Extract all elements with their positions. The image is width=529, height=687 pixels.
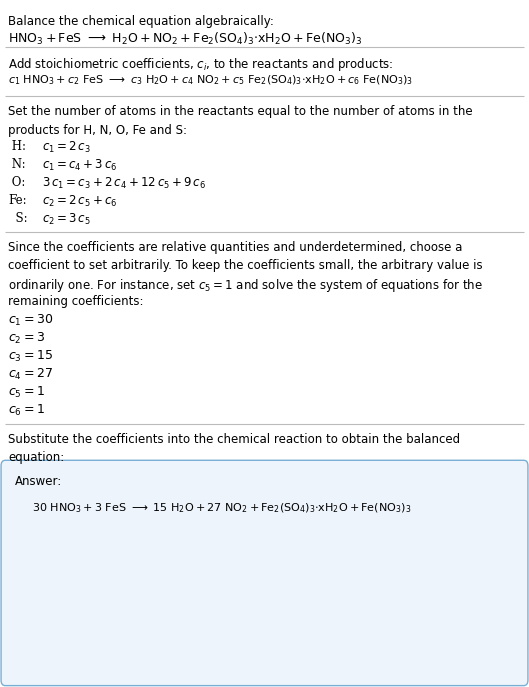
Text: O:: O:	[8, 176, 25, 189]
FancyBboxPatch shape	[1, 460, 528, 686]
Text: $c_1\ \mathrm{HNO_3} + c_2\ \mathrm{FeS} \ \longrightarrow \ c_3\ \mathrm{H_2O} : $c_1\ \mathrm{HNO_3} + c_2\ \mathrm{FeS}…	[8, 74, 413, 87]
Text: $c_2 = 3$: $c_2 = 3$	[8, 331, 45, 346]
Text: S:: S:	[8, 212, 28, 225]
Text: Set the number of atoms in the reactants equal to the number of atoms in the: Set the number of atoms in the reactants…	[8, 105, 472, 118]
Text: Since the coefficients are relative quantities and underdetermined, choose a: Since the coefficients are relative quan…	[8, 241, 462, 254]
Text: N:: N:	[8, 158, 25, 171]
Text: Balance the chemical equation algebraically:: Balance the chemical equation algebraica…	[8, 15, 274, 28]
Text: remaining coefficients:: remaining coefficients:	[8, 295, 143, 308]
Text: $c_4 = 27$: $c_4 = 27$	[8, 367, 53, 382]
Text: Fe:: Fe:	[8, 194, 26, 207]
Text: $3\,c_1 = c_3 + 2\,c_4 + 12\,c_5 + 9\,c_6$: $3\,c_1 = c_3 + 2\,c_4 + 12\,c_5 + 9\,c_…	[42, 176, 206, 191]
Text: $c_1 = 2\,c_3$: $c_1 = 2\,c_3$	[42, 140, 91, 155]
Text: H:: H:	[8, 140, 26, 153]
Text: Answer:: Answer:	[15, 475, 62, 488]
Text: $c_3 = 15$: $c_3 = 15$	[8, 349, 53, 364]
Text: $c_2 = 2\,c_5 + c_6$: $c_2 = 2\,c_5 + c_6$	[42, 194, 118, 209]
Text: $c_5 = 1$: $c_5 = 1$	[8, 385, 45, 400]
Text: Add stoichiometric coefficients, $c_i$, to the reactants and products:: Add stoichiometric coefficients, $c_i$, …	[8, 56, 394, 74]
Text: $c_1 = 30$: $c_1 = 30$	[8, 313, 53, 328]
Text: products for H, N, O, Fe and S:: products for H, N, O, Fe and S:	[8, 124, 187, 137]
Text: coefficient to set arbitrarily. To keep the coefficients small, the arbitrary va: coefficient to set arbitrarily. To keep …	[8, 259, 482, 272]
Text: $30\ \mathrm{HNO_3} + 3\ \mathrm{FeS} \ \longrightarrow \ 15\ \mathrm{H_2O} + 27: $30\ \mathrm{HNO_3} + 3\ \mathrm{FeS} \ …	[32, 502, 411, 515]
Text: $c_6 = 1$: $c_6 = 1$	[8, 403, 45, 418]
Text: equation:: equation:	[8, 451, 64, 464]
Text: $c_2 = 3\,c_5$: $c_2 = 3\,c_5$	[42, 212, 91, 227]
Text: $c_1 = c_4 + 3\,c_6$: $c_1 = c_4 + 3\,c_6$	[42, 158, 118, 173]
Text: $\mathrm{HNO_3 + FeS \ \longrightarrow \ H_2O + NO_2 + Fe_2(SO_4)_3{\cdot}xH_2O : $\mathrm{HNO_3 + FeS \ \longrightarrow \…	[8, 31, 362, 47]
Text: Substitute the coefficients into the chemical reaction to obtain the balanced: Substitute the coefficients into the che…	[8, 433, 460, 447]
Text: ordinarily one. For instance, set $c_5 = 1$ and solve the system of equations fo: ordinarily one. For instance, set $c_5 =…	[8, 277, 483, 294]
